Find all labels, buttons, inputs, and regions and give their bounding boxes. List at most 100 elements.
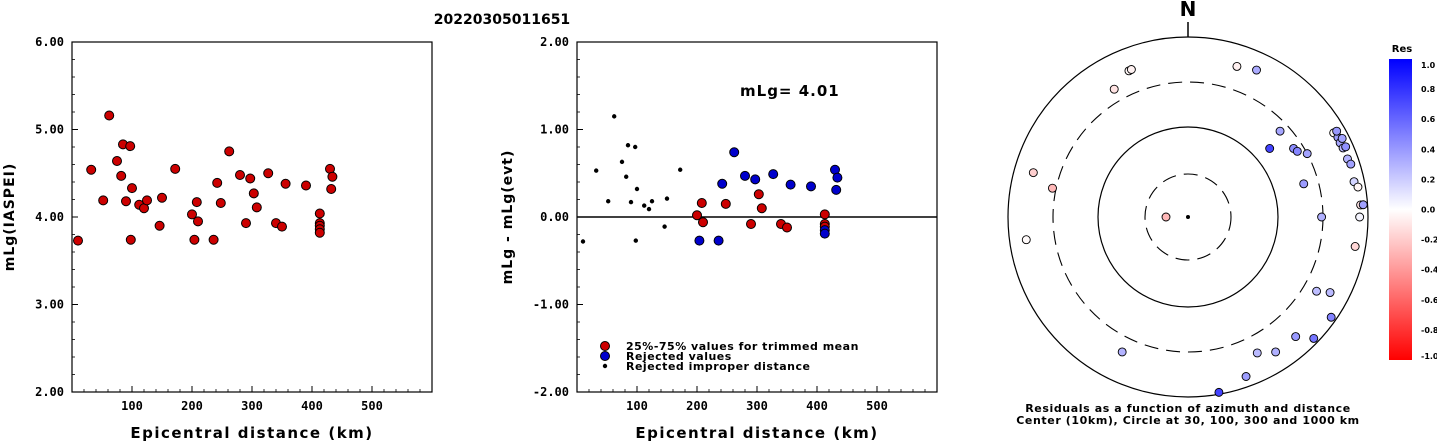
station-marker xyxy=(1161,212,1171,222)
points-left xyxy=(73,110,338,246)
data-point xyxy=(125,234,136,245)
y-axis-label-middle: mLg - mLg(evt) xyxy=(500,150,516,285)
data-point-rejected xyxy=(713,235,724,246)
data-point xyxy=(104,110,115,121)
panel-magnitude: 20220305011651 100 200 300 400 500 2.00 3.00 4.… xyxy=(2,12,570,441)
data-point-rejected xyxy=(750,174,761,185)
station-marker xyxy=(1117,347,1127,357)
data-point-rejected xyxy=(819,228,830,239)
data-point-improper xyxy=(628,199,634,205)
mlg-annotation: mLg= 4.01 xyxy=(740,82,840,100)
station-marker xyxy=(1332,126,1342,136)
data-point xyxy=(142,195,152,206)
station-marker xyxy=(1265,144,1275,153)
colorbar-tick-label: 0.2 xyxy=(1421,175,1435,184)
station-marker xyxy=(1021,235,1031,245)
data-point-improper xyxy=(646,206,652,212)
data-point-rejected xyxy=(717,178,728,189)
data-point xyxy=(98,195,109,206)
legend-marker-rejected xyxy=(600,351,610,361)
data-point-rejected xyxy=(785,179,796,190)
data-point xyxy=(187,209,197,220)
data-point-trimmed xyxy=(753,189,764,200)
data-point xyxy=(154,220,165,231)
x-tick-label: 500 xyxy=(361,399,383,413)
x-tick-label: 400 xyxy=(301,399,323,413)
panel-polar: N Residuals as a function of azimuth and… xyxy=(1007,0,1369,427)
colorbar-tick-label: 0.6 xyxy=(1421,115,1436,124)
data-point xyxy=(314,227,325,238)
data-point-improper xyxy=(619,159,625,165)
station-marker xyxy=(1126,65,1136,74)
data-point-rejected xyxy=(832,172,843,183)
data-point-improper xyxy=(624,174,629,179)
legend-label-trimmed: 25%-75% values for trimmed mean xyxy=(626,340,859,353)
data-point xyxy=(280,178,291,189)
station-marker xyxy=(1350,242,1360,251)
data-point xyxy=(224,146,235,157)
panel-residuals: 100 200 300 400 500 -2.00 -1.00 0.00 1.00 2.00 Ep… xyxy=(500,35,938,441)
y-tick-label: -2.00 xyxy=(533,385,569,399)
y-tick-label: 5.00 xyxy=(35,123,64,137)
station-marker xyxy=(1309,333,1319,343)
station-marker xyxy=(1292,146,1302,156)
data-point xyxy=(157,192,167,203)
station-marker xyxy=(1346,159,1356,169)
station-marker xyxy=(1232,61,1242,71)
tick-group-middle: 100 200 300 400 500 -2.00 -1.00 0.00 1.00 2.00 xyxy=(533,35,938,413)
data-point-rejected xyxy=(831,184,842,195)
legend-marker-improper xyxy=(602,363,608,369)
station-marker xyxy=(1241,372,1251,381)
chart-title: 20220305011651 xyxy=(434,12,570,28)
data-point xyxy=(112,156,122,166)
epicenter-marker xyxy=(1186,215,1190,219)
station-marker xyxy=(1358,200,1368,210)
tick-group-left: 100 200 300 400 500 2.00 3.00 4.00 5.00 6.00 xyxy=(35,35,433,413)
data-point xyxy=(277,221,287,232)
north-label: N xyxy=(1180,0,1197,21)
data-point-trimmed xyxy=(756,203,767,214)
legend-marker-trimmed xyxy=(600,341,610,351)
station-marker xyxy=(1353,182,1363,192)
data-point xyxy=(86,164,97,175)
data-point xyxy=(301,180,311,191)
data-point-improper xyxy=(580,239,586,244)
station-marker xyxy=(1299,179,1309,189)
station-marker xyxy=(1028,168,1038,178)
data-point xyxy=(208,234,219,245)
y-tick-label: 1.00 xyxy=(540,123,569,137)
station-marker xyxy=(1275,126,1285,136)
y-tick-label: 0.00 xyxy=(540,210,569,224)
points-middle xyxy=(580,114,843,246)
station-marker xyxy=(1109,84,1119,94)
data-point xyxy=(327,171,338,182)
data-point-improper xyxy=(625,143,631,148)
data-point-rejected xyxy=(729,147,740,158)
colorbar-gradient xyxy=(1389,59,1412,360)
station-marker xyxy=(1214,387,1224,397)
y-tick-label: 6.00 xyxy=(35,35,64,49)
x-axis-label-middle: Epicentral distance (km) xyxy=(635,424,878,441)
data-point xyxy=(241,218,251,229)
data-point-trimmed xyxy=(720,198,731,209)
data-point xyxy=(189,234,200,245)
data-point xyxy=(326,184,337,194)
x-tick-label: 300 xyxy=(241,399,263,413)
colorbar-tick-label: -0.6 xyxy=(1421,296,1437,305)
data-point xyxy=(191,197,202,208)
station-marker xyxy=(1048,183,1057,193)
x-tick-label: 200 xyxy=(686,399,708,413)
y-axis-label-left: mLg(IASPEI) xyxy=(2,163,18,272)
colorbar-tick-label: -1.0 xyxy=(1421,352,1437,361)
ring-30km xyxy=(1144,173,1232,261)
x-axis-label-left: Epicentral distance (km) xyxy=(130,424,373,441)
station-marker xyxy=(1317,212,1327,222)
data-point-improper xyxy=(649,199,655,204)
data-point xyxy=(73,235,83,246)
colorbar-tick-label: 0.4 xyxy=(1421,145,1436,154)
data-point xyxy=(121,196,131,207)
station-marker xyxy=(1337,133,1347,143)
y-tick-label: 2.00 xyxy=(540,35,569,49)
station-marker xyxy=(1325,288,1335,297)
data-point-rejected xyxy=(768,169,779,180)
